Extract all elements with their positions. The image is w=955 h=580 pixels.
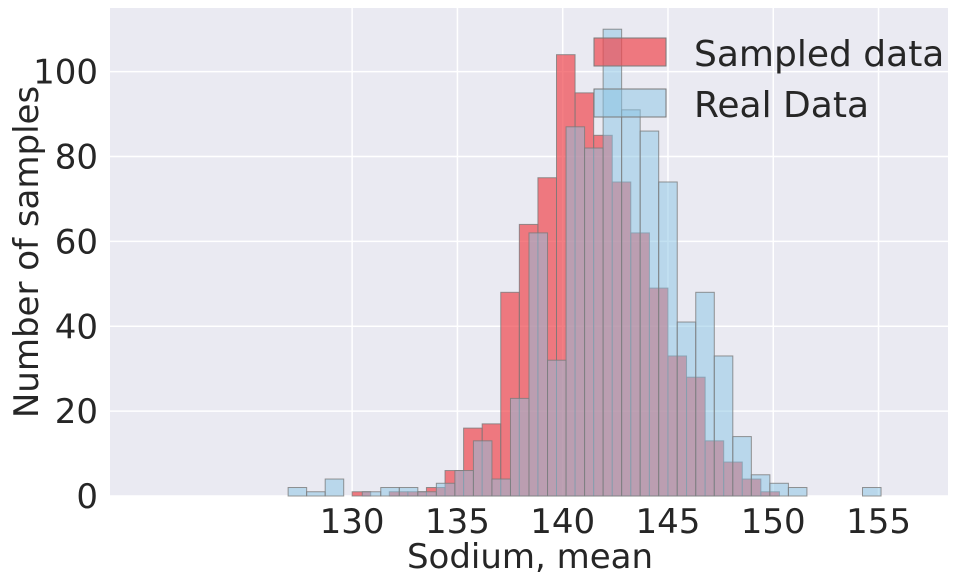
real-data-bar bbox=[732, 436, 752, 497]
real-data-bar bbox=[361, 491, 382, 497]
real-data-bar bbox=[769, 482, 789, 497]
x-tick-label: 130 bbox=[320, 502, 385, 542]
real-data-bar bbox=[621, 109, 641, 497]
real-data-bar bbox=[676, 321, 697, 497]
y-tick-label: 100 bbox=[33, 53, 98, 93]
x-tick-label: 140 bbox=[530, 502, 595, 542]
real-data-bar bbox=[528, 232, 549, 497]
real-data-bar bbox=[509, 397, 530, 497]
real-data-bar bbox=[417, 491, 437, 497]
real-data-bar bbox=[324, 478, 345, 497]
real-data-bar bbox=[435, 482, 456, 497]
legend-label-sampled: Sampled data bbox=[694, 34, 944, 75]
real-data-bar bbox=[306, 491, 326, 497]
real-data-bar bbox=[862, 487, 882, 497]
legend-label-real: Real Data bbox=[694, 85, 869, 126]
real-data-bar bbox=[565, 126, 586, 497]
y-tick-labels: 0 20 40 60 80 100 bbox=[33, 53, 98, 517]
real-data-bar bbox=[380, 487, 400, 497]
x-tick-label: 150 bbox=[741, 502, 806, 542]
real-data-bar bbox=[713, 355, 734, 497]
real-data-bar bbox=[491, 478, 511, 497]
real-data-bars bbox=[287, 28, 882, 497]
real-data-bar bbox=[398, 487, 419, 497]
legend-swatch-sampled bbox=[593, 37, 667, 67]
real-data-bar bbox=[658, 181, 678, 497]
real-data-bar bbox=[750, 474, 771, 497]
real-data-bar bbox=[454, 470, 474, 497]
y-tick-label: 40 bbox=[55, 307, 98, 347]
x-tick-label: 135 bbox=[425, 502, 490, 542]
y-tick-label: 80 bbox=[55, 138, 98, 178]
y-tick-label: 0 bbox=[76, 477, 98, 517]
y-axis-label: Number of samples bbox=[7, 86, 47, 418]
x-axis-label: Sodium, mean bbox=[407, 537, 653, 577]
x-tick-label: 145 bbox=[636, 502, 701, 542]
real-data-bar bbox=[584, 147, 604, 497]
x-tick-label: 155 bbox=[846, 502, 911, 542]
y-tick-label: 60 bbox=[55, 222, 98, 262]
real-data-bar bbox=[787, 487, 808, 497]
real-data-bar bbox=[639, 130, 660, 497]
real-data-bar bbox=[547, 359, 567, 497]
legend-swatch-real bbox=[593, 88, 667, 118]
legend: Sampled data Real Data bbox=[593, 34, 944, 126]
y-tick-label: 20 bbox=[55, 392, 98, 432]
real-data-bar bbox=[695, 291, 715, 497]
real-data-bar bbox=[287, 487, 308, 497]
real-data-bar bbox=[472, 440, 493, 497]
x-tick-labels: 130 135 140 145 150 155 bbox=[320, 502, 911, 542]
